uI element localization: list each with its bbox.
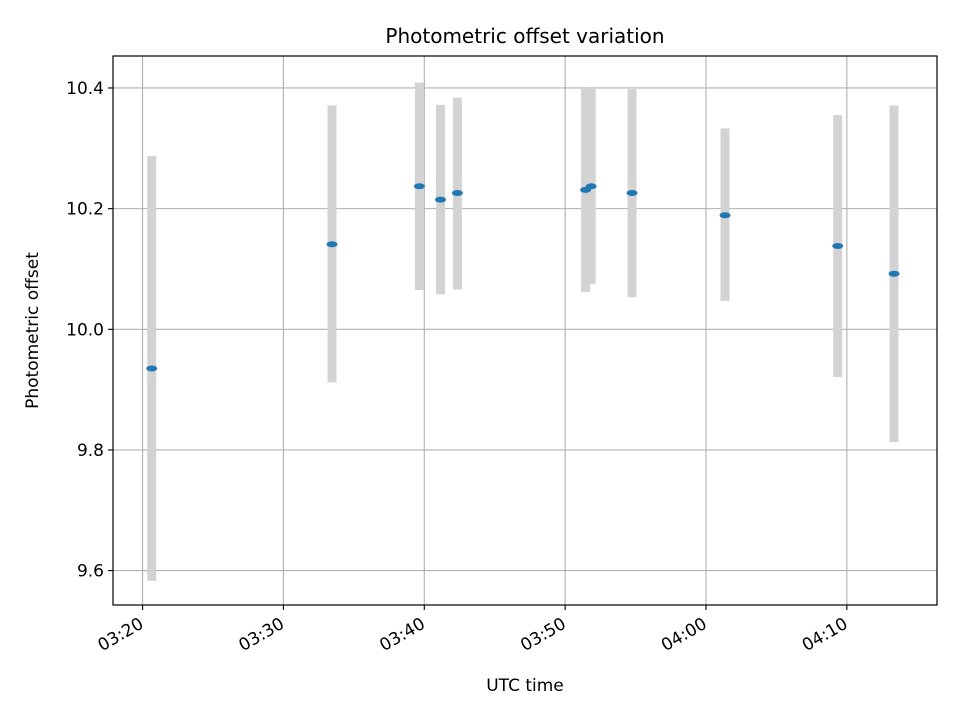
y-tick-label: 10.2 xyxy=(66,200,104,220)
data-point xyxy=(434,196,446,203)
data-point xyxy=(888,270,900,277)
y-tick-label: 10.4 xyxy=(66,79,104,99)
data-point xyxy=(413,183,425,190)
data-points xyxy=(146,183,900,372)
grid xyxy=(113,56,937,605)
data-point xyxy=(585,183,597,190)
chart-title: Photometric offset variation xyxy=(385,24,664,48)
y-tick-label: 10.0 xyxy=(66,320,104,340)
data-point xyxy=(626,189,638,196)
plot-frame xyxy=(112,55,938,606)
data-point xyxy=(146,365,158,372)
x-axis-label: UTC time xyxy=(486,676,564,696)
y-tick-label: 9.6 xyxy=(77,562,104,582)
data-point xyxy=(832,243,844,250)
data-point xyxy=(326,241,338,248)
y-axis-ticks: 9.6 9.8 10.0 10.2 10.4 xyxy=(66,79,113,582)
y-axis-label: Photometric offset xyxy=(23,252,43,409)
y-tick-label: 9.8 xyxy=(77,441,104,461)
data-point xyxy=(451,189,463,196)
data-point xyxy=(719,212,731,219)
